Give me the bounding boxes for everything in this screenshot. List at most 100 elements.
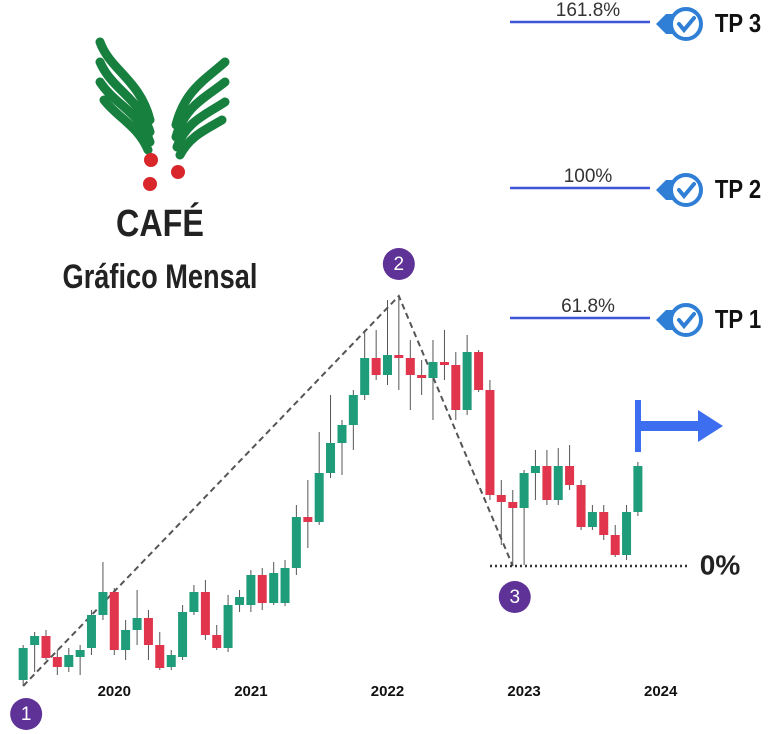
arrow-head <box>698 410 723 442</box>
candle <box>52 650 62 675</box>
candle <box>519 470 529 565</box>
candle-body <box>371 358 381 375</box>
fib-label: 61.8% <box>561 296 615 317</box>
projection-arrow <box>635 400 723 452</box>
candle-body <box>337 425 347 443</box>
candle-body <box>143 618 153 645</box>
candle <box>189 585 199 615</box>
candle-body <box>212 635 222 648</box>
candle <box>587 505 597 530</box>
candle <box>75 645 85 675</box>
candle <box>178 605 188 660</box>
candle-body <box>553 466 563 500</box>
candle <box>474 350 484 392</box>
leaf-stripe <box>172 97 230 152</box>
candle <box>496 480 506 545</box>
candle-body <box>360 358 370 395</box>
candle-body <box>75 650 85 657</box>
badge-check <box>677 312 696 330</box>
candle <box>417 360 427 395</box>
candle <box>257 568 267 610</box>
candle-body <box>496 495 506 502</box>
badge-check <box>677 16 696 34</box>
candle-body <box>52 657 62 667</box>
candle <box>166 650 176 670</box>
logo <box>95 37 230 191</box>
candle <box>212 625 222 650</box>
candle <box>633 462 643 516</box>
leaf-stripe <box>171 57 230 130</box>
candle <box>371 330 381 380</box>
candle-body <box>269 573 279 603</box>
candle <box>428 340 438 420</box>
badge-ring <box>669 173 703 207</box>
candle <box>143 610 153 660</box>
candle-body <box>587 512 597 527</box>
x-tick-label: 2022 <box>371 683 404 700</box>
wave-label: 2 <box>394 254 405 275</box>
candle-body <box>508 502 518 508</box>
candle-body <box>405 358 415 375</box>
candle <box>542 450 552 505</box>
target-label: TP 2 <box>715 175 761 204</box>
candle-body <box>257 575 267 603</box>
candle-body <box>166 655 176 667</box>
candle-body <box>610 535 620 555</box>
candle <box>269 562 279 605</box>
chart-title: CAFÉ <box>116 202 204 245</box>
candle-body <box>223 605 233 648</box>
leaf-stripe <box>95 57 155 137</box>
candle <box>121 620 131 660</box>
candle <box>314 432 324 525</box>
badge-ring <box>669 303 703 337</box>
candle-body <box>30 636 40 645</box>
candle-body <box>382 355 392 375</box>
candle <box>132 590 142 645</box>
leaf-stripe <box>95 77 155 147</box>
candle-body <box>428 362 438 378</box>
candle <box>41 630 51 660</box>
candle-body <box>576 485 586 527</box>
chart-subtitle: Gráfico Mensal <box>63 257 258 296</box>
candle-body <box>326 443 336 473</box>
candle-body <box>633 466 643 512</box>
candle-body <box>86 615 96 648</box>
berry <box>144 153 158 167</box>
candle <box>360 330 370 400</box>
candle-body <box>18 648 28 680</box>
x-tick-label: 2023 <box>507 683 540 700</box>
candle <box>30 632 40 672</box>
candle <box>530 450 540 500</box>
candle-body <box>64 655 74 667</box>
wave-badge <box>382 248 415 280</box>
wave-label: 1 <box>21 704 32 725</box>
candle <box>622 505 632 560</box>
wave-line <box>22 294 514 687</box>
leaf-stripe <box>99 95 153 155</box>
candle <box>348 390 358 450</box>
leaf-stripe <box>95 37 155 125</box>
candle-body <box>98 592 108 615</box>
candle-body <box>451 365 461 410</box>
berry <box>171 165 185 179</box>
candle-body <box>189 592 199 612</box>
candle-body <box>530 466 540 473</box>
candle-body <box>474 352 484 390</box>
target-label: TP 3 <box>715 9 761 38</box>
candle-body <box>348 395 358 425</box>
candle-body <box>280 568 290 603</box>
candle <box>155 632 165 670</box>
candle-body <box>291 517 301 568</box>
candle-body <box>121 630 131 650</box>
candle-body <box>235 597 245 605</box>
x-tick-label: 2024 <box>644 683 678 700</box>
candle <box>303 480 313 548</box>
candle-body <box>599 512 609 535</box>
wave-badge <box>10 698 43 730</box>
candle-body <box>178 612 188 657</box>
candle <box>18 645 28 686</box>
target-label: TP 1 <box>715 305 761 334</box>
candle <box>553 448 563 505</box>
candle <box>86 610 96 655</box>
